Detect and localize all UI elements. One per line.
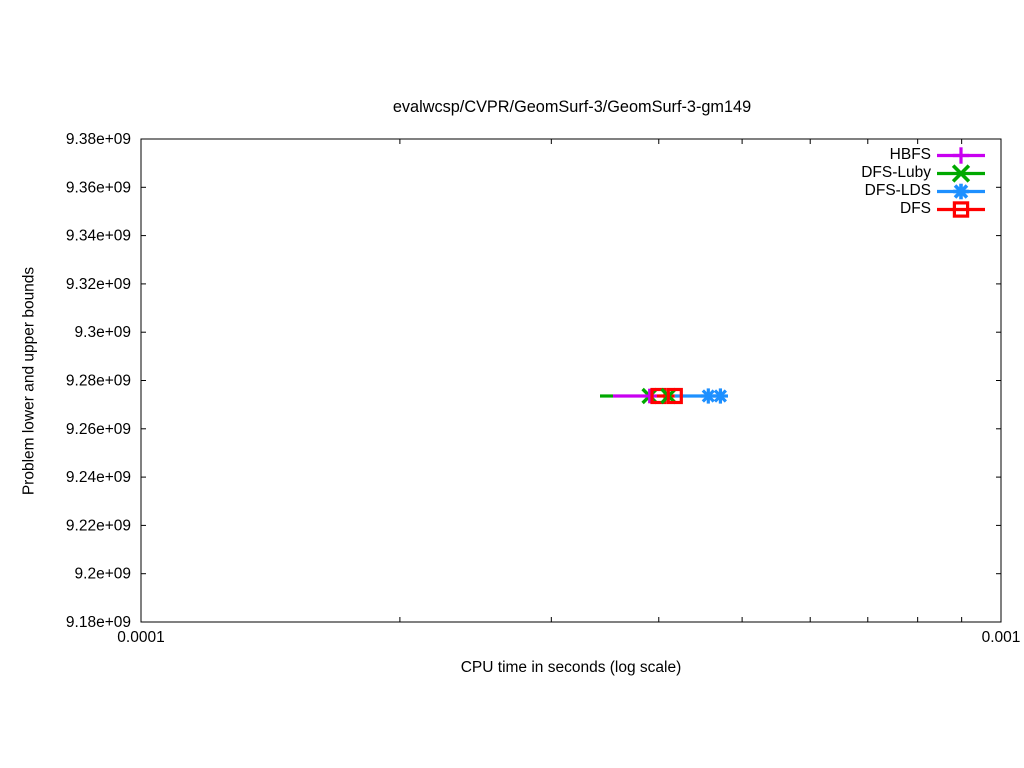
svg-text:0.001: 0.001 <box>982 629 1021 646</box>
svg-text:DFS: DFS <box>900 200 931 217</box>
svg-text:9.22e+09: 9.22e+09 <box>66 517 131 534</box>
svg-text:0.0001: 0.0001 <box>117 629 164 646</box>
svg-text:9.3e+09: 9.3e+09 <box>75 324 131 341</box>
svg-text:9.2e+09: 9.2e+09 <box>75 566 131 583</box>
svg-text:DFS-LDS: DFS-LDS <box>865 182 931 199</box>
svg-text:DFS-Luby: DFS-Luby <box>861 164 931 181</box>
svg-text:evalwcsp/CVPR/GeomSurf-3/GeomS: evalwcsp/CVPR/GeomSurf-3/GeomSurf-3-gm14… <box>393 98 751 116</box>
svg-text:9.24e+09: 9.24e+09 <box>66 469 131 486</box>
svg-text:9.34e+09: 9.34e+09 <box>66 228 131 245</box>
svg-text:9.36e+09: 9.36e+09 <box>66 179 131 196</box>
svg-text:HBFS: HBFS <box>890 146 931 163</box>
svg-text:9.28e+09: 9.28e+09 <box>66 373 131 390</box>
svg-text:Problem lower and upper bounds: Problem lower and upper bounds <box>20 267 37 496</box>
svg-text:9.32e+09: 9.32e+09 <box>66 276 131 293</box>
svg-text:9.26e+09: 9.26e+09 <box>66 421 131 438</box>
svg-text:9.38e+09: 9.38e+09 <box>66 131 131 148</box>
svg-text:CPU time in seconds (log scale: CPU time in seconds (log scale) <box>461 659 682 676</box>
